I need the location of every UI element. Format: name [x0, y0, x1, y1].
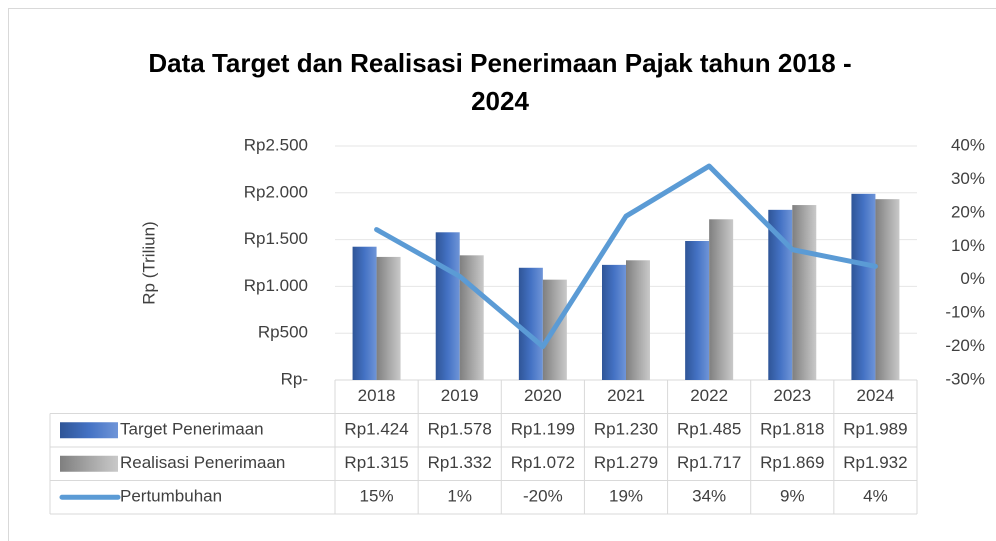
y-tick-label: Rp500	[258, 323, 308, 342]
y-tick-label: Rp2.000	[244, 182, 308, 201]
bar	[626, 260, 650, 380]
table-value: 9%	[780, 487, 805, 506]
chart-border	[8, 8, 996, 541]
y2-tick-label: -20%	[945, 336, 985, 355]
bar	[875, 199, 900, 380]
table-value: Rp1.332	[428, 453, 492, 472]
table-value: Rp1.578	[428, 420, 492, 439]
table-value: 34%	[692, 487, 726, 506]
bar	[435, 232, 460, 380]
y2-tick-label: 10%	[951, 236, 985, 255]
y-tick-label: Rp-	[281, 369, 308, 388]
y-axis-title: Rp (Triliun)	[139, 221, 158, 304]
legend-key	[60, 455, 118, 472]
table-value: Rp1.717	[677, 453, 741, 472]
table-value: 4%	[863, 487, 888, 506]
table-value: Rp1.230	[594, 420, 658, 439]
legend-label: Target Penerimaan	[120, 420, 264, 439]
table-value: Rp1.424	[344, 420, 408, 439]
bar	[851, 193, 876, 380]
table-value: Rp1.072	[511, 453, 575, 472]
bar	[602, 264, 626, 380]
legend-label: Pertumbuhan	[120, 487, 222, 506]
chart-title: Data Target dan Realisasi Penerimaan Paj…	[148, 48, 852, 116]
table-value: 1%	[447, 487, 472, 506]
bar	[459, 255, 484, 380]
y2-tick-label: 30%	[951, 169, 985, 188]
table-value: -20%	[523, 487, 563, 506]
table-value: Rp1.485	[677, 420, 741, 439]
table-value: Rp1.869	[760, 453, 824, 472]
table-value: Rp1.199	[511, 420, 575, 439]
bar	[352, 246, 377, 380]
bar	[518, 267, 543, 380]
y2-tick-label: -10%	[945, 303, 985, 322]
y2-tick-label: 0%	[960, 269, 985, 288]
x-tick-label: 2022	[690, 386, 728, 405]
x-tick-label: 2023	[773, 386, 811, 405]
table-value: Rp1.989	[843, 420, 907, 439]
x-tick-label: 2019	[441, 386, 479, 405]
table-value: Rp1.315	[344, 453, 408, 472]
table-value: Rp1.932	[843, 453, 907, 472]
legend-label: Realisasi Penerimaan	[120, 453, 285, 472]
y2-tick-label: 40%	[951, 135, 985, 154]
x-tick-label: 2018	[358, 386, 396, 405]
table-value: 15%	[360, 487, 394, 506]
table-value: Rp1.818	[760, 420, 824, 439]
bar	[709, 219, 734, 380]
y-tick-label: Rp1.000	[244, 276, 308, 295]
x-tick-label: 2024	[857, 386, 895, 405]
bar	[685, 241, 710, 380]
x-tick-label: 2021	[607, 386, 645, 405]
table-value: Rp1.279	[594, 453, 658, 472]
table-value: 19%	[609, 487, 643, 506]
y2-tick-label: -30%	[945, 369, 985, 388]
line-series	[374, 163, 878, 350]
y-tick-label: Rp1.500	[244, 229, 308, 248]
y2-tick-label: 20%	[951, 202, 985, 221]
bar	[792, 205, 817, 380]
x-tick-label: 2020	[524, 386, 562, 405]
bar	[376, 256, 401, 380]
y-tick-label: Rp2.500	[244, 135, 308, 154]
legend-key	[60, 422, 118, 439]
